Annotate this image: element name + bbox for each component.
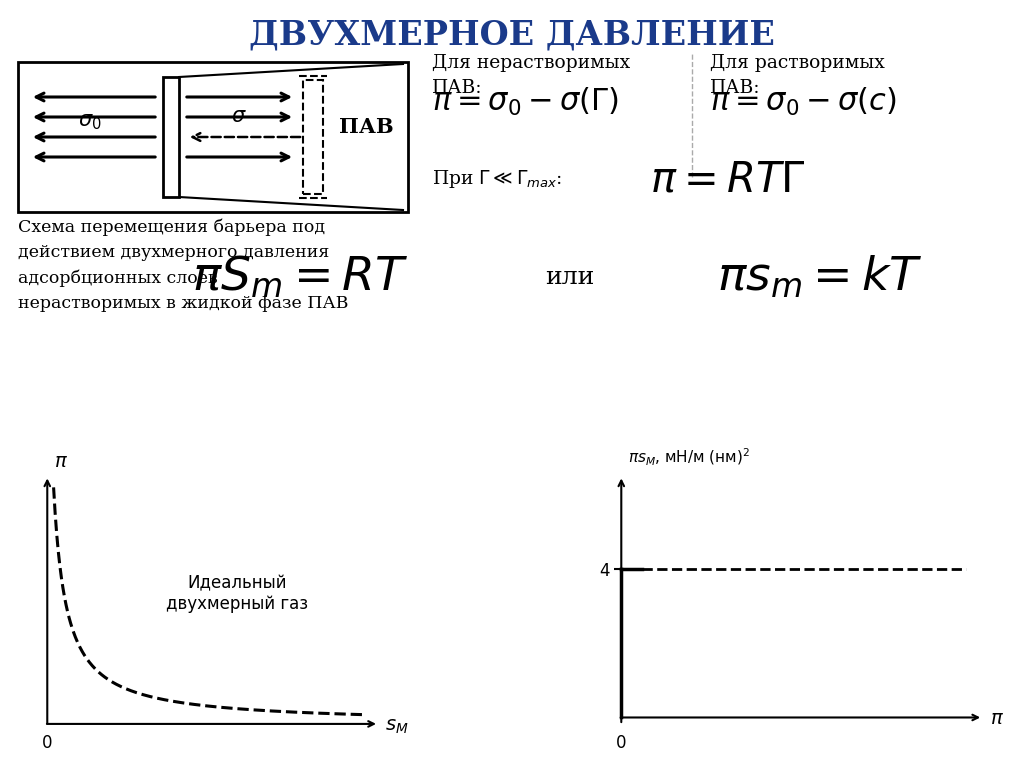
Text: ДВУХМЕРНОЕ ДАВЛЕНИЕ: ДВУХМЕРНОЕ ДАВЛЕНИЕ [249, 18, 775, 51]
Text: $\pi$: $\pi$ [990, 709, 1004, 728]
Text: $s_M$: $s_M$ [385, 717, 409, 736]
Text: ПАВ: ПАВ [339, 117, 393, 137]
Text: $\pi$: $\pi$ [53, 452, 68, 471]
Text: $\pi = \sigma_0 - \sigma(\Gamma)$: $\pi = \sigma_0 - \sigma(\Gamma)$ [432, 86, 618, 118]
Text: $\pi = RT\Gamma$: $\pi = RT\Gamma$ [650, 158, 806, 200]
Text: $\pi s_m = kT$: $\pi s_m = kT$ [717, 254, 923, 300]
Bar [163, 77, 179, 197]
Text: $\sigma$: $\sigma$ [231, 107, 247, 127]
Text: При $\Gamma \ll \Gamma_{max}$:: При $\Gamma \ll \Gamma_{max}$: [432, 168, 562, 190]
Text: $\pi = \sigma_0 - \sigma(c)$: $\pi = \sigma_0 - \sigma(c)$ [710, 86, 896, 118]
Text: Для нерастворимых
ПАВ:: Для нерастворимых ПАВ: [432, 54, 630, 97]
Text: $\pi S_m = RT$: $\pi S_m = RT$ [191, 254, 409, 300]
Text: Схема перемещения барьера под
действием двухмерного давления
адсорбционных слоев: Схема перемещения барьера под действием … [18, 219, 348, 311]
Text: $\pi s_M$, мН/м (нм)$^2$: $\pi s_M$, мН/м (нм)$^2$ [628, 447, 751, 468]
Text: Идеальный
двухмерный газ: Идеальный двухмерный газ [166, 574, 308, 613]
Text: Для растворимых
ПАВ:: Для растворимых ПАВ: [710, 54, 885, 97]
Bar [18, 62, 408, 212]
Bar [303, 80, 323, 194]
Text: $\sigma_0$: $\sigma_0$ [78, 112, 101, 132]
Text: или: или [546, 265, 595, 288]
